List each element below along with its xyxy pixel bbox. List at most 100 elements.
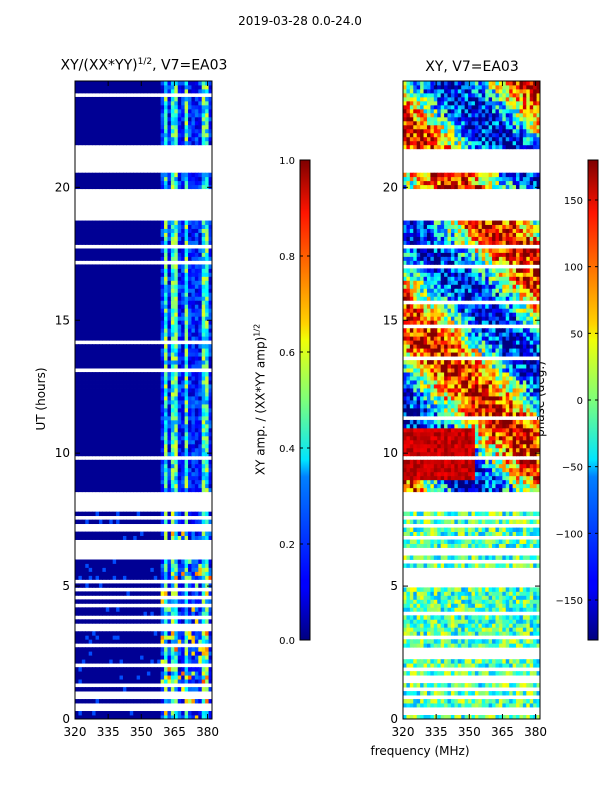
heatmap-cell	[102, 447, 107, 453]
heatmap-cell	[136, 400, 141, 405]
heatmap-cell	[81, 475, 86, 481]
heatmap-cell	[78, 264, 83, 269]
heatmap-cell	[184, 264, 189, 269]
heatmap-cell	[205, 108, 210, 114]
heatmap-cell	[78, 140, 83, 146]
heatmap-cell	[174, 116, 179, 122]
heatmap-cell	[177, 567, 182, 572]
heatmap-cell	[188, 360, 193, 365]
heatmap-cell	[92, 104, 97, 110]
heatmap-cell	[191, 380, 196, 385]
heatmap-cell	[170, 447, 175, 453]
heatmap-row	[75, 463, 212, 469]
heatmap-cell	[184, 435, 189, 441]
heatmap-cell	[170, 100, 175, 106]
heatmap-cell	[85, 659, 90, 664]
heatmap-cell	[188, 276, 193, 281]
heatmap-cell	[174, 575, 179, 580]
heatmap-cell	[205, 328, 210, 333]
heatmap-cell	[133, 184, 138, 190]
heatmap-cell	[153, 140, 158, 146]
heatmap-cell	[208, 312, 212, 317]
heatmap-cell	[146, 439, 151, 445]
heatmap-cell	[143, 172, 148, 178]
heatmap-cell	[164, 124, 169, 130]
heatmap-cell	[191, 292, 196, 297]
heatmap-cell	[122, 471, 127, 477]
heatmap-cell	[88, 372, 93, 377]
heatmap-cell	[188, 415, 193, 421]
heatmap-cell	[153, 715, 158, 719]
heatmap-cell	[205, 392, 210, 397]
heatmap-cell	[98, 575, 103, 580]
heatmap-row	[75, 236, 212, 241]
heatmap-cell	[150, 336, 155, 341]
heatmap-cell	[188, 248, 193, 253]
heatmap-cell	[95, 655, 100, 660]
heatmap-cell	[119, 559, 124, 564]
heatmap-row	[75, 423, 212, 429]
heatmap-cell	[488, 663, 493, 668]
heatmap-cell	[112, 320, 117, 325]
heatmap-cell	[112, 519, 117, 525]
heatmap-cell	[129, 427, 134, 433]
heatmap-cell	[133, 372, 138, 377]
heatmap-cell	[430, 691, 435, 696]
heatmap-cell	[119, 483, 124, 489]
heatmap-cell	[122, 288, 127, 293]
heatmap-cell	[164, 475, 169, 481]
heatmap-cell	[116, 651, 121, 656]
heatmap-cell	[474, 659, 479, 664]
heatmap-cell	[201, 655, 206, 660]
heatmap-cell	[140, 619, 145, 624]
heatmap-cell	[194, 332, 199, 337]
heatmap-cell	[198, 320, 203, 325]
heatmap-cell	[129, 415, 134, 421]
heatmap-cell	[167, 647, 172, 652]
heatmap-cell	[201, 471, 206, 477]
heatmap-cell	[191, 312, 196, 317]
heatmap-cell	[129, 380, 134, 385]
heatmap-cell	[102, 304, 107, 309]
heatmap-cell	[194, 344, 199, 349]
heatmap-cell	[208, 360, 212, 365]
heatmap-cell	[85, 88, 90, 94]
heatmap-cell	[75, 380, 80, 385]
heatmap-cell	[81, 679, 86, 684]
heatmap-cell	[164, 228, 169, 233]
heatmap-cell	[112, 292, 117, 297]
heatmap-cell	[122, 451, 127, 457]
heatmap-cell	[98, 104, 103, 110]
heatmap-cell	[167, 679, 172, 684]
heatmap-cell	[119, 116, 124, 122]
heatmap-cell	[198, 132, 203, 138]
heatmap-cell	[153, 112, 158, 118]
heatmap-cell	[167, 372, 172, 377]
heatmap-cell	[136, 571, 141, 576]
heatmap-cell	[78, 575, 83, 580]
heatmap-cell	[143, 252, 148, 257]
heatmap-cell	[143, 419, 148, 425]
heatmap-cell	[174, 240, 179, 245]
heatmap-cell	[423, 663, 428, 668]
heatmap-cell	[457, 683, 462, 688]
heatmap-cell	[160, 563, 165, 568]
heatmap-cell	[78, 300, 83, 305]
heatmap-cell	[181, 232, 186, 237]
heatmap-cell	[75, 591, 80, 596]
heatmap-cell	[85, 300, 90, 305]
heatmap-cell	[177, 583, 182, 588]
heatmap-cell	[157, 220, 162, 225]
heatmap-cell	[88, 396, 93, 401]
heatmap-cell	[129, 248, 134, 253]
heatmap-cell	[208, 292, 212, 297]
heatmap-cell	[167, 324, 172, 329]
heatmap-cell	[136, 128, 141, 134]
heatmap-cell	[164, 372, 169, 377]
heatmap-cell	[474, 715, 479, 719]
heatmap-cell	[184, 136, 189, 142]
heatmap-cell	[122, 352, 127, 357]
heatmap-cell	[78, 284, 83, 289]
heatmap-cell	[146, 292, 151, 297]
heatmap-cell	[78, 447, 83, 453]
